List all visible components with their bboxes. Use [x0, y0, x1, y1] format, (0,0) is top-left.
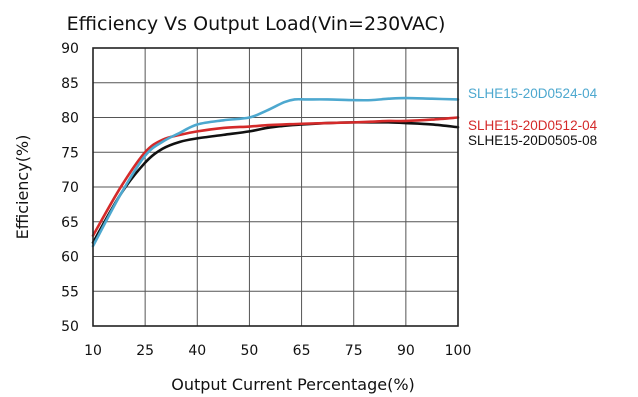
x-tick-labels: 10 25 40 50 65 75 90 100 — [84, 343, 471, 359]
x-tick-label: 10 — [84, 343, 102, 359]
x-tick-label: 40 — [188, 343, 206, 359]
y-tick-label: 75 — [61, 145, 79, 161]
y-tick-label: 90 — [61, 41, 79, 57]
x-tick-label: 100 — [445, 343, 472, 359]
x-tick-label: 75 — [345, 343, 363, 359]
legend-entry: SLHE15-20D0512-04 — [468, 118, 598, 133]
y-tick-label: 85 — [61, 76, 79, 92]
plot-frame — [92, 47, 459, 327]
series-line-SLHE15-20D0505-08 — [91, 121, 460, 244]
legend-entry: SLHE15-20D0524-04 — [468, 86, 598, 101]
x-tick-label: 90 — [397, 343, 415, 359]
series-line-SLHE15-20D0512-04 — [91, 116, 460, 237]
y-tick-label: 50 — [61, 319, 79, 335]
y-axis-label: Efficiency(%) — [13, 135, 32, 240]
y-tick-label: 65 — [61, 215, 79, 231]
x-axis-label: Output Current Percentage(%) — [171, 375, 415, 394]
legend-entry: SLHE15-20D0505-08 — [468, 133, 597, 148]
series-line-SLHE15-20D0524-04 — [91, 96, 460, 248]
y-tick-label: 60 — [61, 250, 79, 266]
series-layer — [91, 96, 460, 248]
y-tick-label: 80 — [61, 111, 79, 127]
grid — [93, 48, 458, 326]
x-tick-label: 65 — [293, 343, 311, 359]
x-tick-label: 25 — [136, 343, 154, 359]
y-tick-label: 55 — [61, 284, 79, 300]
y-tick-labels: 90 85 80 75 70 65 60 55 50 — [61, 41, 79, 335]
y-tick-label: 70 — [61, 180, 79, 196]
x-tick-label: 50 — [241, 343, 259, 359]
chart-title: Efficiency Vs Output Load(Vin=230VAC) — [67, 13, 446, 35]
legend: SLHE15-20D0524-04 SLHE15-20D0512-04SLHE15… — [468, 86, 598, 148]
